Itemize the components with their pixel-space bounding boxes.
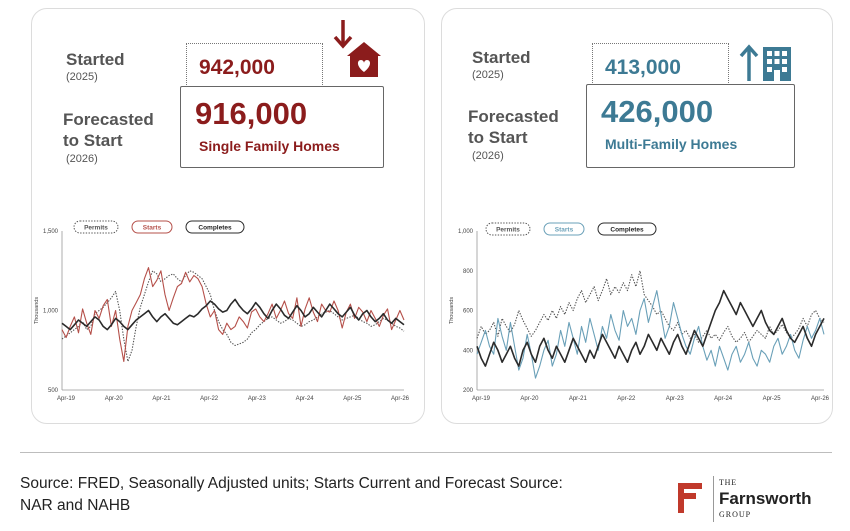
source-line-1: Source: FRED, Seasonally Adjusted units;… [20,475,563,492]
mf-series-completes [476,289,825,367]
footer-divider [20,452,832,453]
mf-forecast-box: 426,000 Multi-Family Homes [586,84,795,168]
sf-forecast-caption: Single Family Homes [199,138,340,154]
sf-xtick-label: Apr-24 [296,396,315,402]
sf-series-starts [61,267,405,362]
sf-forecast-box: 916,000 Single Family Homes [180,86,384,168]
sf-legend-completes: Completes [185,220,245,234]
mf-xtick-label: Apr-25 [763,396,782,402]
brand-the: THE [719,478,737,487]
sf-started-value: 942,000 [199,56,275,79]
sf-forecast-label-2: to Start [63,131,123,150]
sf-forecast-year: (2026) [66,153,98,165]
sf-legend-pill [73,220,119,234]
mf-ytick-label: 1,000 [458,229,474,235]
sf-xtick-label: Apr-20 [105,396,124,402]
sf-forecast-label-1: Forecasted [63,110,154,129]
sf-xtick-label: Apr-23 [248,396,267,402]
single-family-panel: Started (2025) 942,000 Forecasted to Sta… [31,8,425,424]
mf-legend-label: Completes [610,227,644,234]
mf-forecast-value: 426,000 [601,94,714,129]
brand-rule [713,476,714,522]
mf-forecast-label-1: Forecasted [468,107,559,126]
mf-legend-pill [543,222,585,236]
mf-ytick-label: 600 [463,309,474,315]
sf-xtick-label: Apr-25 [343,396,362,402]
sf-forecast-value: 916,000 [195,96,308,131]
mf-legend-label: Starts [555,227,574,234]
mf-xtick-label: Apr-20 [520,396,539,402]
brand-name: Farnsworth [719,489,812,508]
mf-forecast-year: (2026) [472,150,504,162]
mf-legend-starts: Starts [543,222,585,236]
mf-started-label: Started [472,48,531,67]
multi-family-panel: Started (2025) 413,000 Forecasted to Sta… [441,8,833,424]
sf-legend-pill [185,220,245,234]
mf-xtick-label: Apr-24 [714,396,733,402]
mf-forecast-caption: Multi-Family Homes [605,136,738,152]
sf-ytick-label: 1,000 [43,309,59,315]
house-down-arrow-icon [329,18,387,82]
mf-started-year: (2025) [472,69,504,81]
sf-legend-label: Completes [198,225,232,232]
sf-started-value-box: 942,000 [186,43,323,87]
sf-legend-pill [131,220,173,234]
mf-forecast-label-2: to Start [468,128,528,147]
sf-xtick-label: Apr-26 [391,396,410,402]
sf-xtick-label: Apr-21 [152,396,171,402]
mf-ylabel: Thousands [449,297,455,324]
sf-xtick-label: Apr-22 [200,396,219,402]
mf-started-value: 413,000 [605,56,681,79]
mf-ytick-label: 800 [463,269,474,275]
mf-started-value-box: 413,000 [592,43,729,87]
source-line-2: NAR and NAHB [20,497,131,514]
mf-xtick-label: Apr-22 [617,396,636,402]
building-up-arrow-icon [739,43,795,83]
mf-legend-permits: Permits [485,222,531,236]
sf-legend-permits: Permits [73,220,119,234]
sf-ytick-label: 500 [48,388,59,394]
mf-series-permits [476,270,825,343]
mf-legend-completes: Completes [597,222,657,236]
sf-legend-label: Starts [143,225,162,232]
sf-xtick-label: Apr-19 [57,396,76,402]
sf-legend-starts: Starts [131,220,173,234]
sf-started-year: (2025) [66,71,98,83]
sf-ylabel: Thousands [34,297,40,324]
sf-line-chart: 500 1,000 1,500 Thousands Apr-19 Apr-20 Apr-21… [34,220,410,402]
farnsworth-f-mark-icon [678,483,702,513]
mf-xtick-label: Apr-21 [569,396,588,402]
mf-legend-pill [485,222,531,236]
sf-started-label: Started [66,50,125,69]
brand-group: GROUP [719,510,752,519]
mf-ytick-label: 400 [463,348,474,354]
mf-xtick-label: Apr-26 [811,396,830,402]
sf-series-completes [61,298,405,331]
mf-legend-pill [597,222,657,236]
sf-ytick-label: 1,500 [43,229,59,235]
sf-legend-label: Permits [84,225,108,232]
sf-series-permits [61,270,405,362]
mf-legend-label: Permits [496,227,520,234]
mf-ytick-label: 200 [463,388,474,394]
source-note: Source: FRED, Seasonally Adjusted units;… [20,473,660,517]
mf-line-chart: 200 400 600 800 1,000 Thousands Apr-19 Apr-20 Ap… [449,222,830,402]
mf-series-starts [476,290,825,379]
mf-xtick-label: Apr-19 [472,396,491,402]
mf-xtick-label: Apr-23 [666,396,685,402]
farnsworth-logo: THE Farnsworth GROUP [676,476,841,522]
